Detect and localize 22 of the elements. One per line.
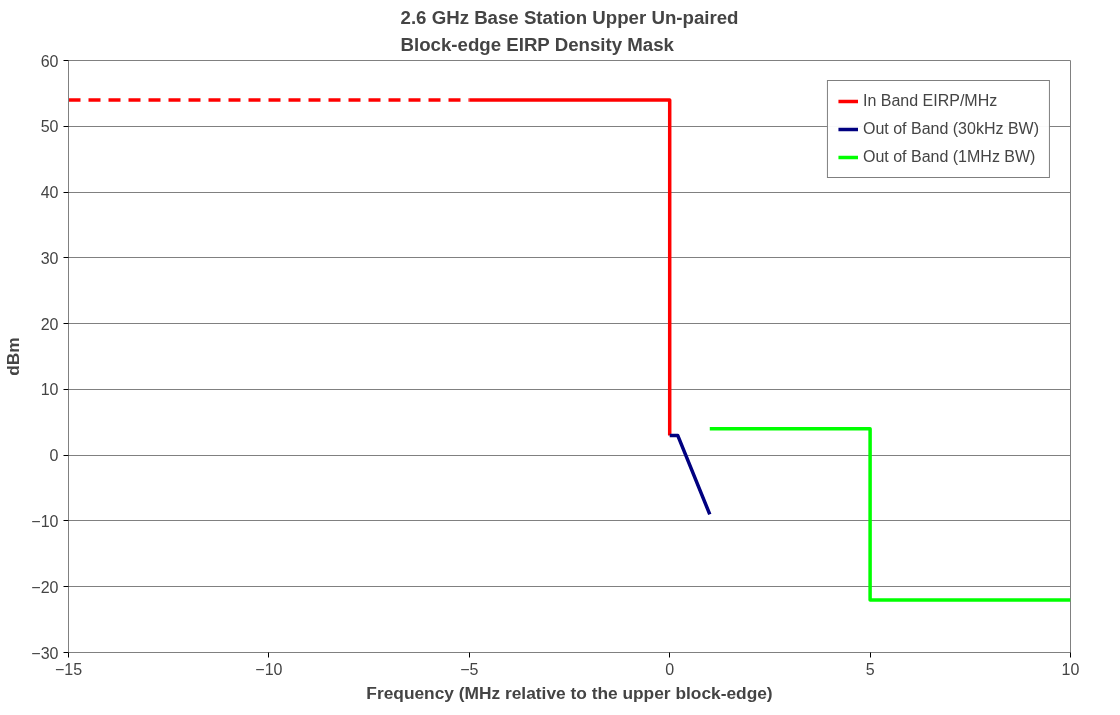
y-tick-label: 40 bbox=[40, 184, 59, 202]
x-tick-label: 0 bbox=[665, 660, 675, 678]
y-tick-label: 0 bbox=[49, 447, 59, 465]
y-tick-label: −10 bbox=[31, 512, 59, 530]
y-tick-label: 50 bbox=[40, 118, 59, 136]
y-axis-title: dBm bbox=[3, 337, 24, 376]
y-tick-label: 30 bbox=[40, 249, 59, 267]
legend-label: Out of Band (1MHz BW) bbox=[862, 148, 1036, 166]
y-tick-label: −20 bbox=[31, 578, 59, 596]
x-tick-label: 5 bbox=[865, 660, 875, 678]
x-tick-label: 10 bbox=[1061, 660, 1080, 678]
x-tick-label: −10 bbox=[255, 660, 283, 678]
y-tick-label: 20 bbox=[40, 315, 59, 333]
y-tick-label: 10 bbox=[40, 381, 59, 399]
y-tick-label: −30 bbox=[31, 644, 59, 662]
legend-label: In Band EIRP/MHz bbox=[862, 92, 998, 110]
x-tick-label: −5 bbox=[460, 660, 479, 678]
chart-title: 2.6 GHz Base Station Upper Un-paired Block-edge EIRP Density Mask bbox=[400, 7, 739, 56]
x-axis-title: Frequency (MHz relative to the upper block-edge) bbox=[366, 682, 773, 703]
y-tick-label: 60 bbox=[40, 52, 59, 70]
x-tick-label: −15 bbox=[54, 660, 83, 678]
legend-label: Out of Band (30kHz BW) bbox=[862, 120, 1039, 138]
